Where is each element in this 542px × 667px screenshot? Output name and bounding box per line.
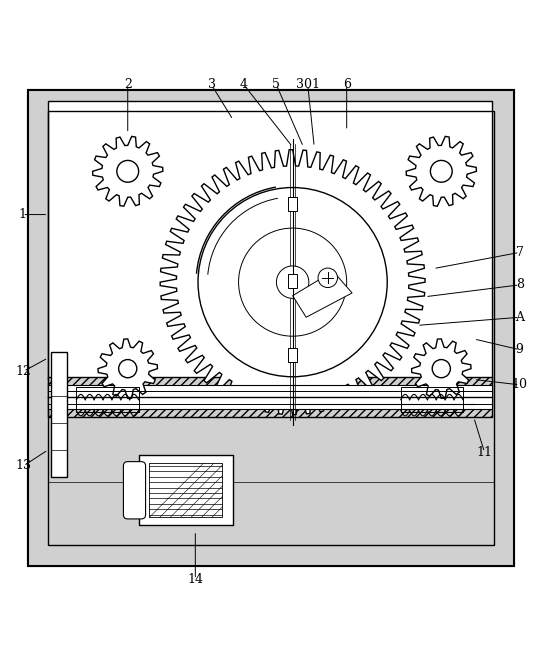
Bar [76,388,139,412]
Text: 7: 7 [516,246,524,259]
Bar [28,90,514,566]
Polygon shape [93,136,163,206]
Circle shape [430,161,452,182]
Circle shape [432,360,450,378]
Text: 8: 8 [515,278,524,291]
Text: A: A [515,311,524,323]
Circle shape [117,161,139,182]
Bar [288,274,298,288]
Text: 14: 14 [188,573,203,586]
Bar [28,111,48,546]
Text: 5: 5 [273,78,280,91]
Bar [48,111,494,546]
Text: 3: 3 [208,78,216,91]
Bar [51,352,67,477]
Text: 6: 6 [343,78,351,91]
Bar [28,546,514,566]
Bar [139,455,233,526]
Bar [288,197,298,211]
Circle shape [276,266,309,298]
Text: 9: 9 [516,344,524,356]
Bar [28,90,514,111]
Bar [48,482,494,546]
Text: 11: 11 [476,446,493,459]
Text: 13: 13 [15,460,31,472]
Bar [28,90,514,566]
Bar [48,385,492,409]
Text: 2: 2 [124,78,132,91]
Bar [48,482,494,546]
Text: 4: 4 [240,78,248,91]
Text: 1: 1 [18,208,27,221]
Circle shape [119,360,137,378]
Circle shape [198,187,387,377]
Bar [48,101,492,380]
Polygon shape [160,149,425,415]
Bar [288,348,298,362]
Text: 10: 10 [512,378,528,392]
Bar [401,388,463,412]
Bar [494,111,514,546]
Polygon shape [406,136,476,206]
Text: 12: 12 [16,365,31,378]
Bar [48,377,492,418]
Polygon shape [411,339,471,398]
Bar [150,464,222,518]
Polygon shape [98,339,158,398]
FancyBboxPatch shape [124,462,146,519]
Text: 301: 301 [296,78,320,91]
Circle shape [238,228,347,336]
Circle shape [318,268,338,287]
Polygon shape [293,271,352,317]
